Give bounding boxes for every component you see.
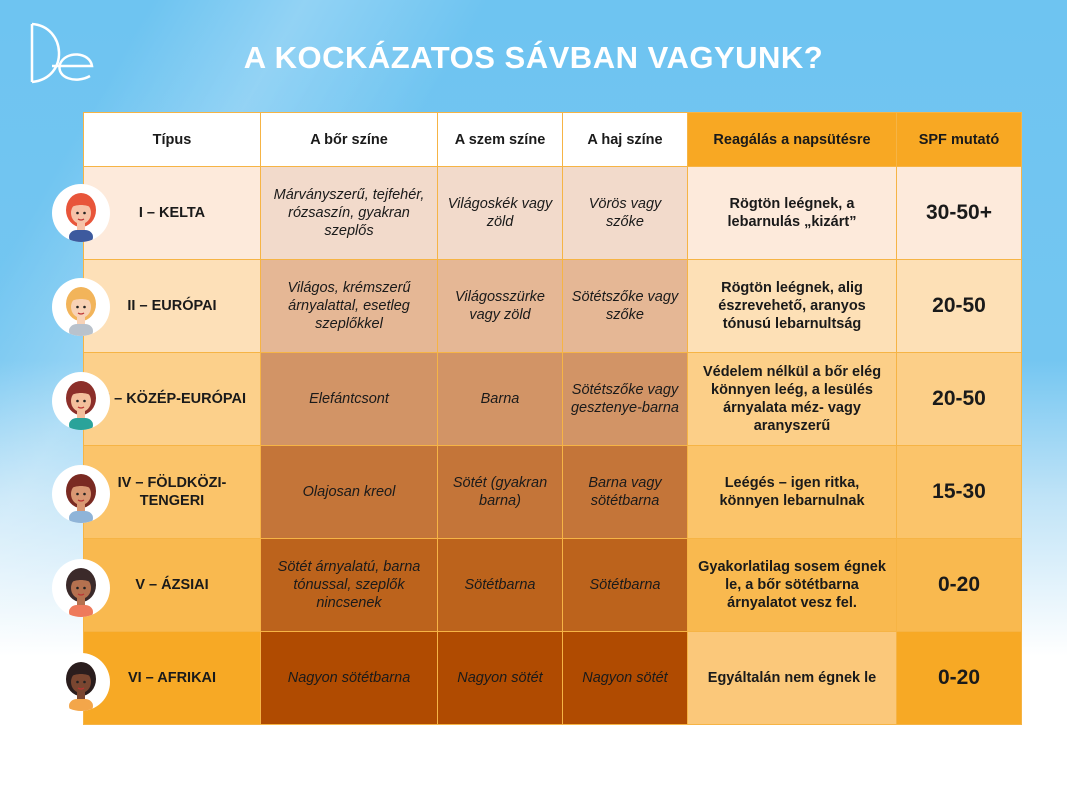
spf-cell: 20-50 — [896, 352, 1022, 446]
hair-color-cell: Sötétszőke vagy szőke — [562, 259, 688, 353]
table-row: V – ÁZSIAI Sötét árnyalatú, barna tónussa… — [83, 538, 1022, 632]
eye-color-cell: Sötét (gyakran barna) — [437, 445, 563, 539]
header-reaction: Reagálás a napsütésre — [687, 112, 897, 167]
spf-cell: 15-30 — [896, 445, 1022, 539]
eye-color-cell: Barna — [437, 352, 563, 446]
skin-color-cell: Világos, krémszerű árnyalattal, esetleg … — [260, 259, 438, 353]
header-type: Típus — [83, 112, 261, 167]
table-row: I – KELTA Márványszerű, tejfehér, rózsasz… — [83, 166, 1022, 260]
header-hair: A haj színe — [562, 112, 688, 167]
eye-color-cell: Nagyon sötét — [437, 631, 563, 725]
hair-color-cell: Nagyon sötét — [562, 631, 688, 725]
person-avatar-icon — [52, 559, 110, 618]
hair-color-cell: Sötétbarna — [562, 538, 688, 632]
header-eye: A szem színe — [437, 112, 563, 167]
skin-color-cell: Nagyon sötétbarna — [260, 631, 438, 725]
brand-logo — [30, 22, 94, 84]
sun-reaction-cell: Rögtön leégnek, a lebarnulás „kizárt” — [687, 166, 897, 260]
type-cell: II – EURÓPAI — [83, 259, 261, 353]
spf-cell: 20-50 — [896, 259, 1022, 353]
table-row: IV – FÖLDKÖZI-TENGERI Olajosan kreol Sötét… — [83, 445, 1022, 539]
skin-color-cell: Sötét árnyalatú, barna tónussal, szeplők… — [260, 538, 438, 632]
eye-color-cell: Sötétbarna — [437, 538, 563, 632]
page-title: A KOCKÁZATOS SÁVBAN VAGYUNK? — [243, 40, 824, 75]
table-row: VI – AFRIKAI Nagyon sötétbarna Nagyon söté… — [83, 631, 1022, 725]
hair-color-cell: Vörös vagy szőke — [562, 166, 688, 260]
type-cell: III – KÖZÉP-EURÓPAI — [83, 352, 261, 446]
header-spf: SPF mutató — [896, 112, 1022, 167]
skin-color-cell: Olajosan kreol — [260, 445, 438, 539]
type-cell: VI – AFRIKAI — [83, 631, 261, 725]
table-row: II – EURÓPAI Világos, krémszerű árnyalatt… — [83, 259, 1022, 353]
type-cell: IV – FÖLDKÖZI-TENGERI — [83, 445, 261, 539]
eye-color-cell: Világosszürke vagy zöld — [437, 259, 563, 353]
person-avatar-icon — [52, 184, 110, 242]
person-avatar-icon — [52, 465, 110, 524]
hair-color-cell: Barna vagy sötétbarna — [562, 445, 688, 539]
header-row: Típus A bőr színe A szem színe A haj szí… — [83, 112, 1022, 167]
sun-reaction-cell: Leégés – igen ritka, könnyen lebarnulnak — [687, 445, 897, 539]
spf-cell: 0-20 — [896, 538, 1022, 632]
table-row: III – KÖZÉP-EURÓPAI Elefántcsont Barna Söté… — [83, 352, 1022, 446]
person-avatar-icon — [52, 277, 110, 336]
hair-color-cell: Sötétszőke vagy gesztenye-barna — [562, 352, 688, 446]
header-skin: A bőr színe — [260, 112, 438, 167]
person-avatar-icon — [52, 371, 110, 430]
sun-reaction-cell: Egyáltalán nem égnek le — [687, 631, 897, 725]
person-avatar-icon — [52, 653, 110, 711]
spf-cell: 0-20 — [896, 631, 1022, 725]
sun-reaction-cell: Rögtön leégnek, alig észrevehető, aranyo… — [687, 259, 897, 353]
type-cell: V – ÁZSIAI — [83, 538, 261, 632]
spf-cell: 30-50+ — [896, 166, 1022, 260]
sun-reaction-cell: Védelem nélkül a bőr elég könnyen leég, … — [687, 352, 897, 446]
eye-color-cell: Világoskék vagy zöld — [437, 166, 563, 260]
skin-color-cell: Elefántcsont — [260, 352, 438, 446]
type-cell: I – KELTA — [83, 166, 261, 260]
sun-reaction-cell: Gyakorlatilag sosem égnek le, a bőr söté… — [687, 538, 897, 632]
skin-color-cell: Márványszerű, tejfehér, rózsaszín, gyakr… — [260, 166, 438, 260]
skin-type-table: Típus A bőr színe A szem színe A haj szí… — [83, 112, 1022, 725]
